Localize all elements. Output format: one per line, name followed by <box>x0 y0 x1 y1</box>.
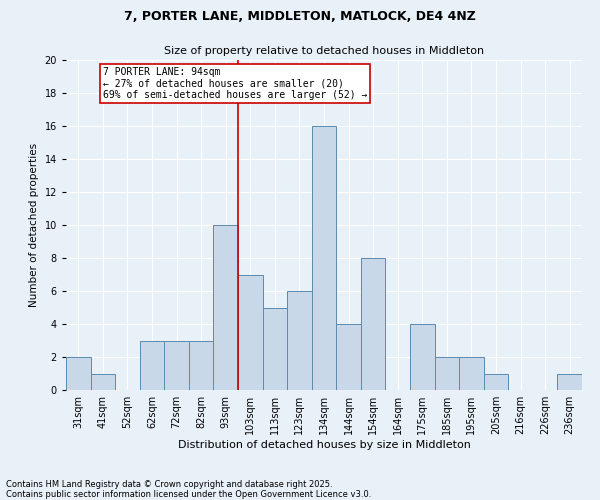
X-axis label: Distribution of detached houses by size in Middleton: Distribution of detached houses by size … <box>178 440 470 450</box>
Bar <box>66 357 91 390</box>
Bar <box>214 225 238 390</box>
Bar <box>189 340 214 390</box>
Text: 7, PORTER LANE, MIDDLETON, MATLOCK, DE4 4NZ: 7, PORTER LANE, MIDDLETON, MATLOCK, DE4 … <box>124 10 476 23</box>
Bar <box>361 258 385 390</box>
Y-axis label: Number of detached properties: Number of detached properties <box>29 143 39 307</box>
Text: Contains HM Land Registry data © Crown copyright and database right 2025.: Contains HM Land Registry data © Crown c… <box>6 480 332 489</box>
Bar <box>410 324 434 390</box>
Bar <box>336 324 361 390</box>
Bar <box>164 340 189 390</box>
Bar <box>484 374 508 390</box>
Bar <box>459 357 484 390</box>
Bar <box>263 308 287 390</box>
Bar <box>238 274 263 390</box>
Title: Size of property relative to detached houses in Middleton: Size of property relative to detached ho… <box>164 46 484 56</box>
Bar <box>140 340 164 390</box>
Text: Contains public sector information licensed under the Open Government Licence v3: Contains public sector information licen… <box>6 490 371 499</box>
Bar <box>91 374 115 390</box>
Text: 7 PORTER LANE: 94sqm
← 27% of detached houses are smaller (20)
69% of semi-detac: 7 PORTER LANE: 94sqm ← 27% of detached h… <box>103 66 367 100</box>
Bar <box>312 126 336 390</box>
Bar <box>557 374 582 390</box>
Bar <box>287 291 312 390</box>
Bar <box>434 357 459 390</box>
